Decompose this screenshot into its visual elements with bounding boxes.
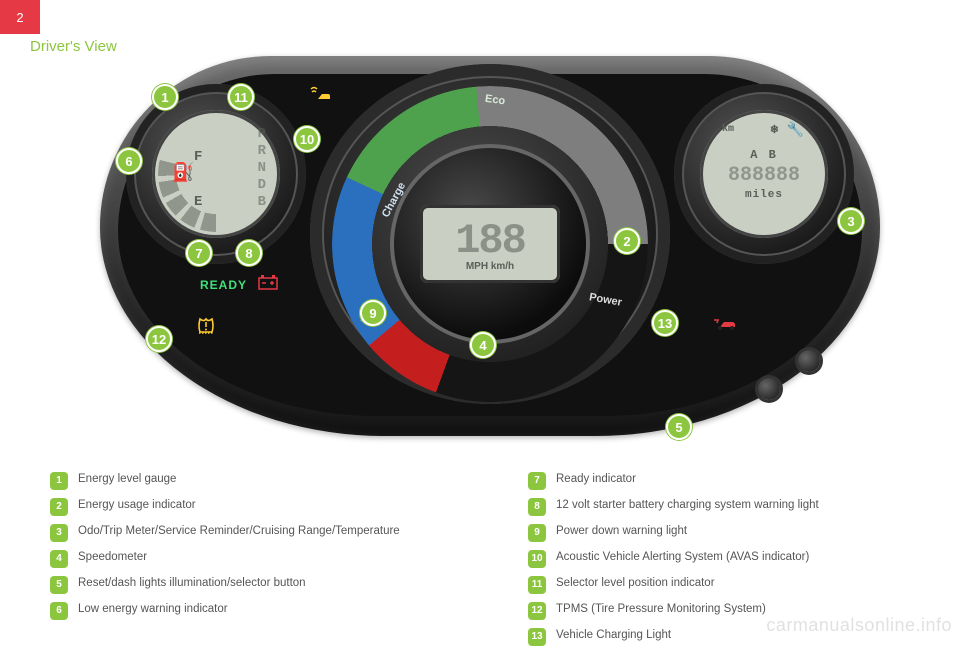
charging-icon	[714, 316, 738, 337]
legend-num-8: 8	[528, 498, 546, 516]
energy-scale: F E	[194, 150, 202, 210]
legend-num-12: 12	[528, 602, 546, 620]
legend-row-4: 4 Speedometer	[50, 550, 480, 568]
page-tab: 2	[0, 0, 40, 34]
trip-ab: A B	[750, 148, 778, 162]
legend-text-8: 12 volt starter battery charging system …	[556, 498, 819, 514]
watermark: carmanualsonline.info	[766, 615, 952, 636]
legend-text-11: Selector level position indicator	[556, 576, 715, 592]
legend-row-3: 3 Odo/Trip Meter/Service Reminder/Cruisin…	[50, 524, 480, 542]
wrench-icon: 🔧	[787, 122, 804, 139]
callout-badge-11: 11	[228, 84, 254, 110]
right-pod-lcd: km ❄ 🔧 A B 888888 miles	[700, 110, 828, 238]
instrument-cluster: Charge Eco Power 188 MPH km/h F E ⛽ P R	[100, 56, 880, 456]
miles-label: miles	[745, 189, 783, 201]
callout-badge-5: 5	[666, 414, 692, 440]
legend-num-2: 2	[50, 498, 68, 516]
scale-f: F	[194, 150, 202, 165]
callout-badge-8: 8	[236, 240, 262, 266]
center-disc: 188 MPH km/h	[390, 144, 590, 344]
legend-text-2: Energy usage indicator	[78, 498, 196, 514]
legend-text-13: Vehicle Charging Light	[556, 628, 671, 644]
avas-icon	[310, 86, 334, 111]
legend-num-9: 9	[528, 524, 546, 542]
selector-button-2[interactable]	[798, 350, 820, 372]
tpms-icon	[196, 316, 216, 341]
left-pod: F E ⛽ P R N D B	[126, 84, 306, 264]
callout-badge-4: 4	[470, 332, 496, 358]
legend-row-6: 6 Low energy warning indicator	[50, 602, 480, 620]
prnd-indicator: P R N D B	[258, 126, 266, 211]
fuel-pump-icon: ⛽	[172, 162, 194, 184]
legend-text-12: TPMS (Tire Pressure Monitoring System)	[556, 602, 766, 618]
legend-num-3: 3	[50, 524, 68, 542]
callout-badge-3: 3	[838, 208, 864, 234]
legend-text-1: Energy level gauge	[78, 472, 176, 488]
callout-badge-2: 2	[614, 228, 640, 254]
legend-text-3: Odo/Trip Meter/Service Reminder/Cruising…	[78, 524, 400, 540]
legend-text-10: Acoustic Vehicle Alerting System (AVAS i…	[556, 550, 809, 566]
callout-badge-1: 1	[152, 84, 178, 110]
legend-row-9: 9 Power down warning light	[528, 524, 958, 542]
legend-num-13: 13	[528, 628, 546, 646]
callout-badge-7: 7	[186, 240, 212, 266]
legend-text-9: Power down warning light	[556, 524, 687, 540]
legend-num-6: 6	[50, 602, 68, 620]
legend-text-6: Low energy warning indicator	[78, 602, 228, 618]
callout-badge-6: 6	[116, 148, 142, 174]
ready-indicator: READY	[200, 278, 247, 292]
legend-num-4: 4	[50, 550, 68, 568]
legend-row-8: 8 12 volt starter battery charging system…	[528, 498, 958, 516]
callout-badge-12: 12	[146, 326, 172, 352]
km-label: km	[722, 124, 734, 135]
legend-num-5: 5	[50, 576, 68, 594]
legend-row-7: 7 Ready indicator	[528, 472, 958, 490]
callout-badge-9: 9	[360, 300, 386, 326]
legend-text-4: Speedometer	[78, 550, 147, 566]
speed-digits: 188	[455, 217, 525, 265]
legend-num-7: 7	[528, 472, 546, 490]
scale-e: E	[194, 195, 202, 210]
legend-text-7: Ready indicator	[556, 472, 636, 488]
odo-digits: 888888	[728, 164, 800, 187]
legend-row-11: 11 Selector level position indicator	[528, 576, 958, 594]
page-title: Driver's View	[30, 38, 117, 55]
selector-button-1[interactable]	[758, 378, 780, 400]
left-pod-lcd: F E ⛽ P R N D B	[152, 110, 280, 238]
cluster-shell: Charge Eco Power 188 MPH km/h F E ⛽ P R	[100, 56, 880, 436]
legend-row-5: 5 Reset/dash lights illumination/selector…	[50, 576, 480, 594]
legend-row-1: 1 Energy level gauge	[50, 472, 480, 490]
battery-icon	[258, 274, 278, 295]
legend-left: 1 Energy level gauge 2 Energy usage indicat…	[50, 472, 480, 628]
callout-badge-10: 10	[294, 126, 320, 152]
legend-row-10: 10 Acoustic Vehicle Alerting System (AVAS…	[528, 550, 958, 568]
callout-badge-13: 13	[652, 310, 678, 336]
right-pod: km ❄ 🔧 A B 888888 miles	[674, 84, 854, 264]
legend-num-10: 10	[528, 550, 546, 568]
legend-row-2: 2 Energy usage indicator	[50, 498, 480, 516]
legend-num-11: 11	[528, 576, 546, 594]
speed-lcd: 188 MPH km/h	[420, 205, 560, 283]
snow-icon: ❄	[771, 122, 778, 137]
legend-num-1: 1	[50, 472, 68, 490]
legend-text-5: Reset/dash lights illumination/selector …	[78, 576, 306, 592]
